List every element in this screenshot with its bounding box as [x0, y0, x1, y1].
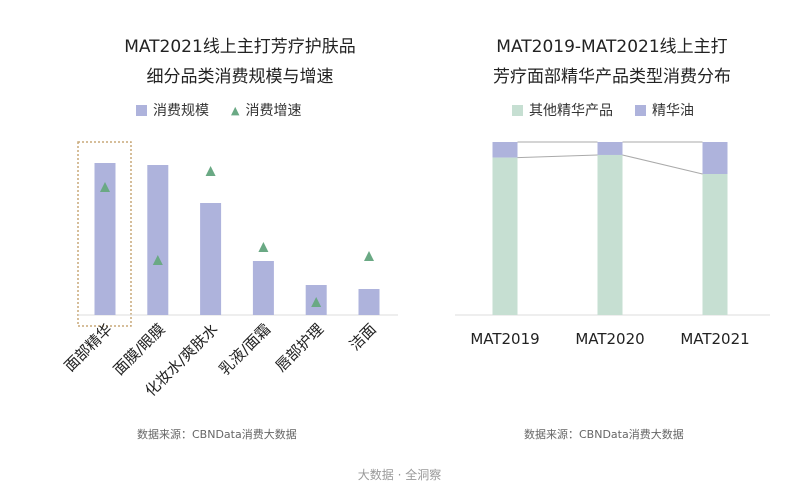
- bar-面膜/眼膜: [147, 165, 169, 315]
- legend-item-growth: ▲ 消费增速: [231, 100, 301, 120]
- legend-item-scale: 消费规模: [136, 100, 209, 120]
- growth-marker-化妆水/爽肤水: [205, 166, 216, 176]
- triangle-icon: ▲: [231, 103, 240, 117]
- bar-oil-MAT2020: [597, 142, 623, 155]
- growth-marker-唇部护理: [311, 297, 322, 307]
- bar-oil-MAT2021: [702, 142, 728, 175]
- right-source: 数据来源：CBNData消费大数据: [524, 428, 684, 441]
- legend-item-oil: 精华油: [635, 100, 694, 120]
- x-tick-label: 面部精华: [61, 320, 116, 375]
- right-chart-title: MAT2019-MAT2021线上主打 芳疗面部精华产品类型消费分布: [412, 32, 799, 92]
- x-tick-label: MAT2019: [470, 330, 539, 348]
- bar-other-MAT2019: [492, 157, 518, 315]
- growth-marker-洁面: [364, 251, 374, 261]
- bar-oil-MAT2019: [492, 142, 518, 158]
- x-tick-label: MAT2020: [575, 330, 644, 348]
- left-legend: 消费规模 ▲ 消费增速: [136, 100, 301, 120]
- x-tick-label: 唇部护理: [272, 320, 327, 375]
- series-line-split: [517, 154, 598, 159]
- bar-洁面: [358, 289, 380, 315]
- x-tick-label: 乳液/面霜: [215, 320, 274, 379]
- bar-乳液/面霜: [252, 261, 274, 315]
- bar-other-MAT2020: [597, 154, 623, 315]
- bar-面部精华: [94, 163, 116, 315]
- series-line-split: [622, 154, 703, 175]
- legend-label: 消费增速: [245, 103, 302, 119]
- bar-化妆水/爽肤水: [200, 203, 222, 315]
- legend-label: 精华油: [652, 103, 694, 119]
- growth-marker-面膜/眼膜: [152, 255, 163, 265]
- left-source: 数据来源：CBNData消费大数据: [137, 428, 297, 441]
- legend-swatch: [512, 104, 523, 116]
- legend-item-other: 其他精华产品: [512, 100, 613, 120]
- right-legend: 其他精华产品 精华油: [512, 100, 694, 120]
- growth-marker-面部精华: [100, 182, 110, 192]
- left-chart-title: MAT2021线上主打芳疗护肤品 细分品类消费规模与增速: [40, 32, 440, 92]
- left-title-line2: 细分品类消费规模与增速: [146, 67, 334, 87]
- legend-swatch: [136, 104, 147, 116]
- right-title-line2: 芳疗面部精华产品类型消费分布: [493, 67, 731, 87]
- bar-other-MAT2021: [702, 174, 728, 315]
- highlight-box: [77, 141, 132, 327]
- x-tick-label: MAT2021: [680, 330, 749, 348]
- growth-marker-乳液/面霜: [258, 242, 269, 252]
- footer-watermark: 大数据 · 全洞察: [357, 468, 442, 482]
- x-tick-label: 洁面: [346, 320, 380, 354]
- left-title-line1: MAT2021线上主打芳疗护肤品: [124, 37, 356, 57]
- right-title-line1: MAT2019-MAT2021线上主打: [496, 37, 728, 57]
- legend-label: 消费规模: [153, 103, 209, 119]
- legend-swatch: [635, 104, 646, 116]
- legend-label: 其他精华产品: [529, 103, 613, 119]
